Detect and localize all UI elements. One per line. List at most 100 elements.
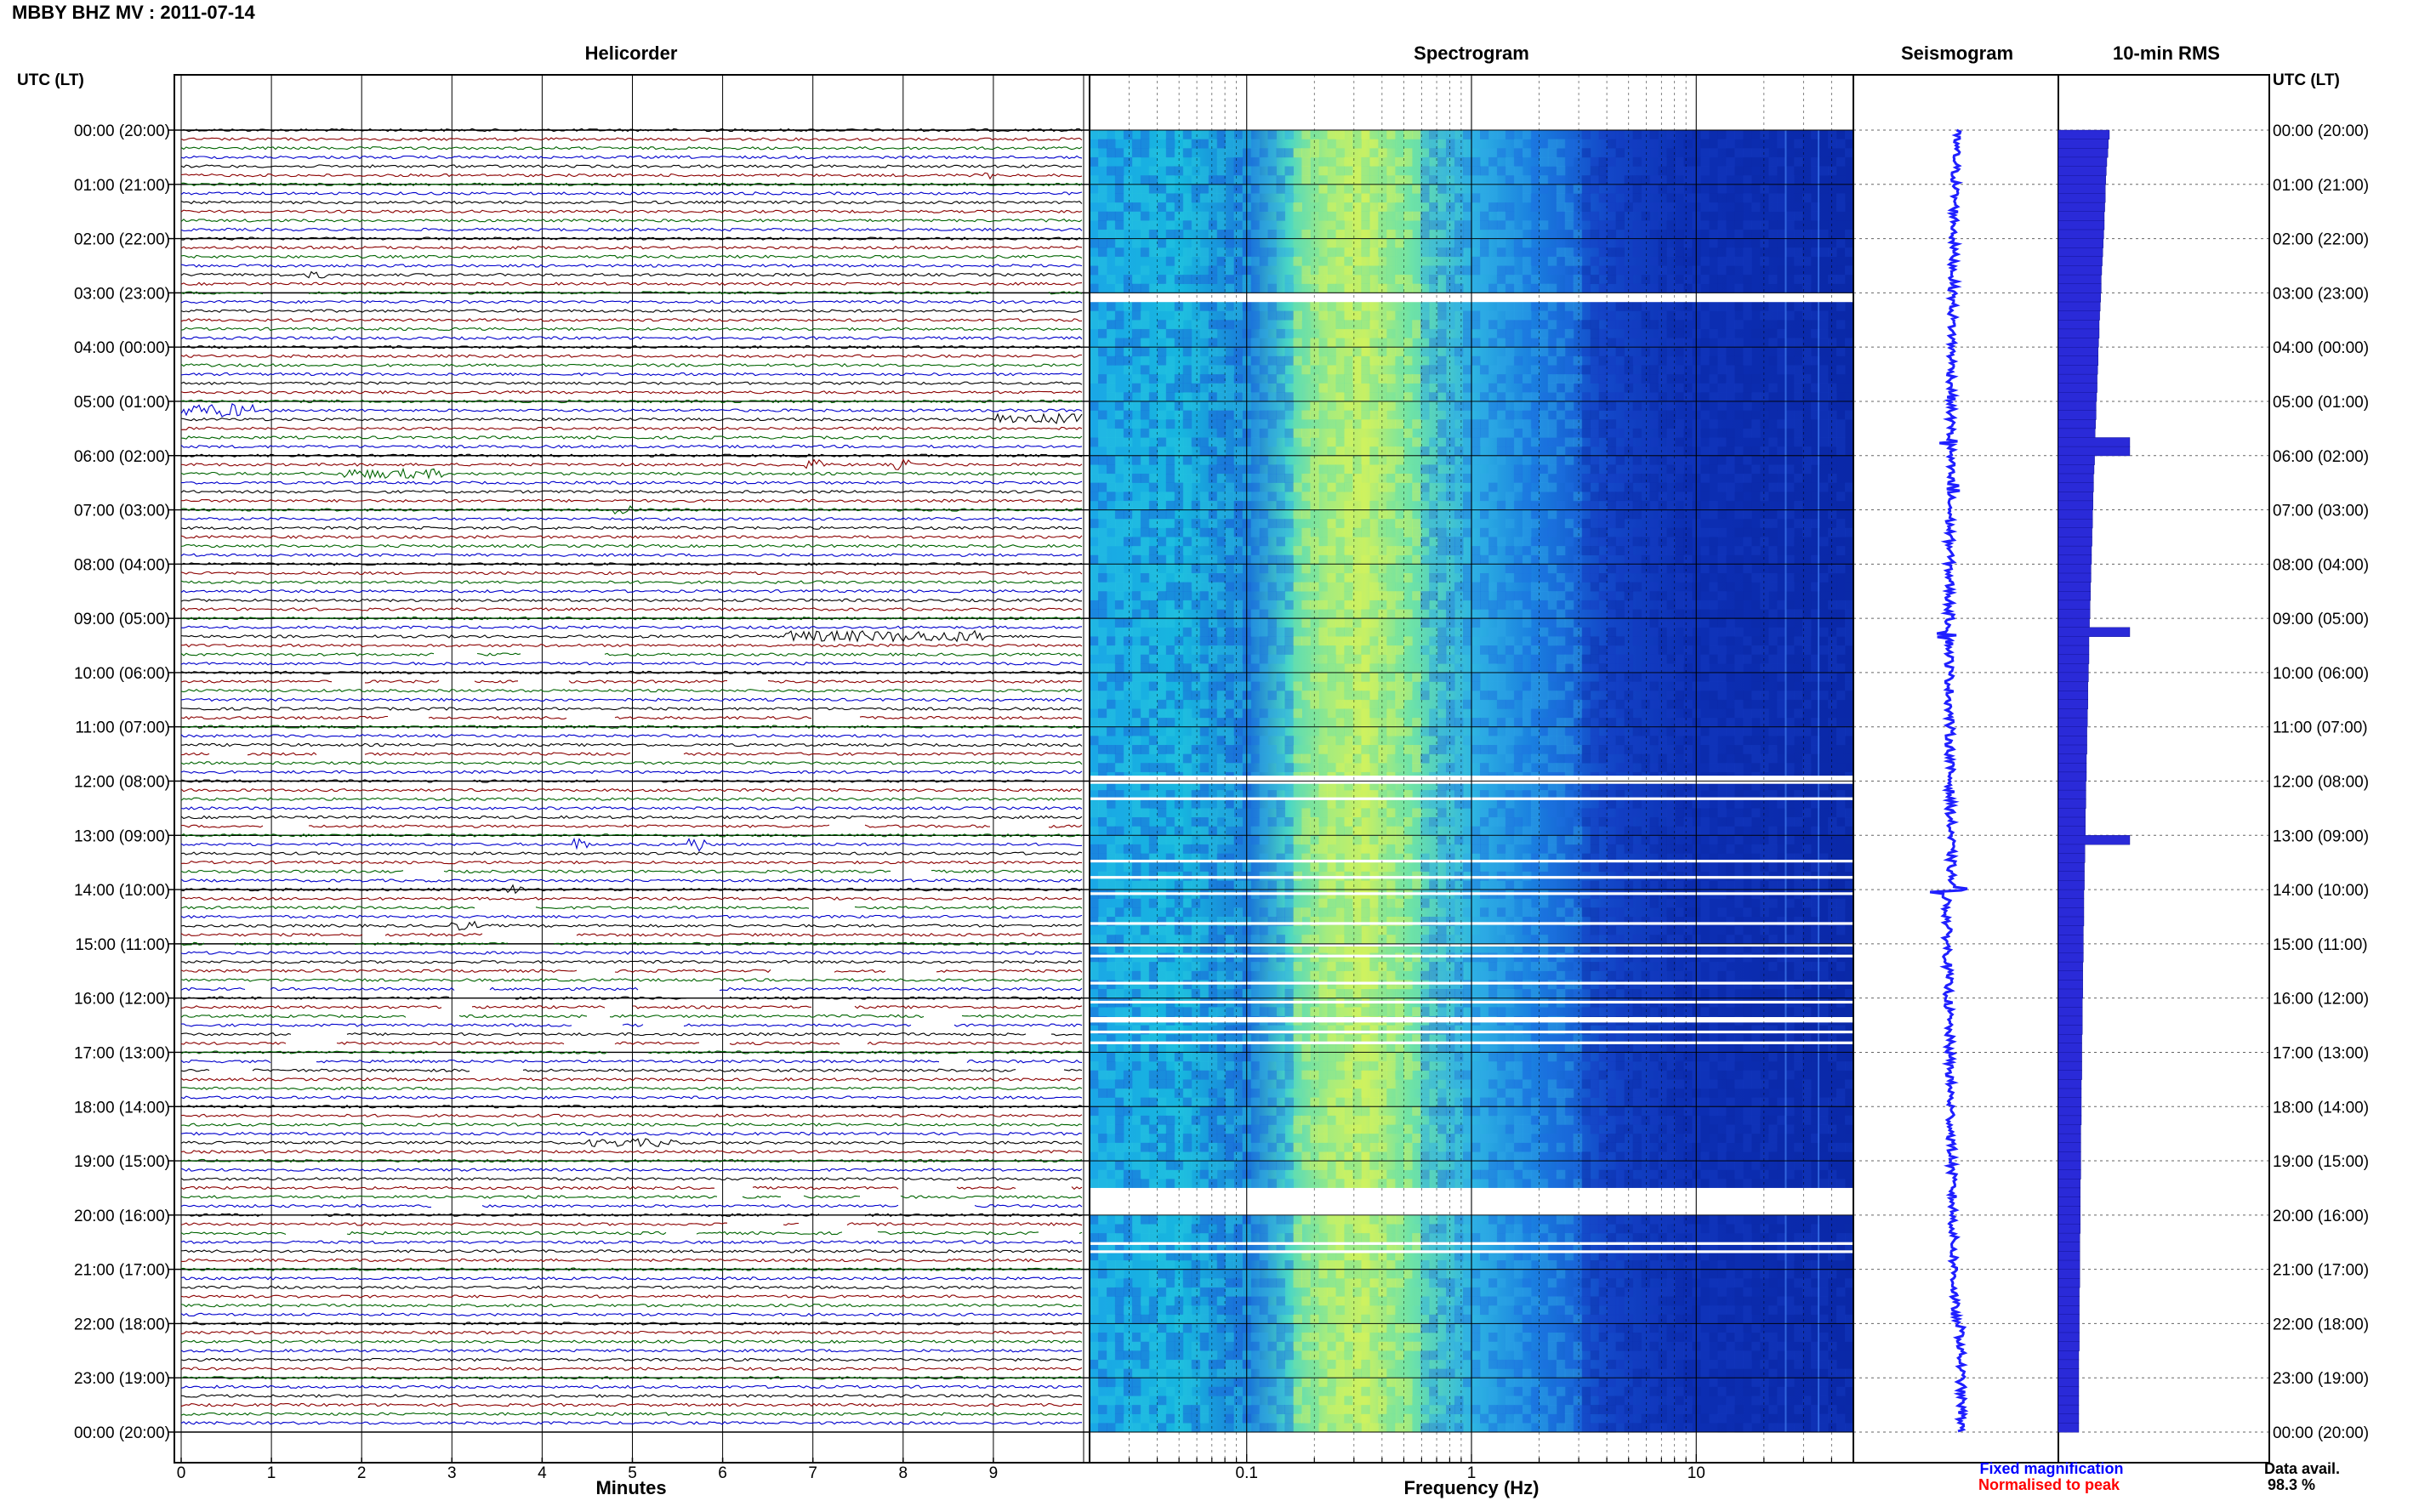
spectrogram-cell — [1199, 355, 1210, 366]
spectrogram-cell — [1658, 808, 1667, 818]
spectrogram-cell — [1446, 401, 1455, 411]
spectrogram-cell — [1267, 365, 1277, 375]
spectrogram-cell — [1539, 283, 1549, 293]
spectrogram-cell — [1352, 419, 1362, 429]
spectrogram-cell — [1395, 691, 1404, 701]
spectrogram-cell — [1386, 166, 1396, 176]
spectrogram-cell — [1709, 672, 1718, 682]
spectrogram-cell — [1301, 880, 1311, 890]
spectrogram-cell — [1335, 230, 1345, 239]
spectrogram-cell — [1335, 663, 1345, 674]
spectrogram-cell — [1471, 283, 1481, 293]
spectrogram-cell — [1760, 247, 1769, 258]
spectrogram-cell — [1666, 663, 1676, 674]
spectrogram-cell — [1378, 374, 1387, 384]
spectrogram-cell — [1726, 365, 1735, 375]
spectrogram-cell — [1496, 328, 1506, 338]
spectrogram-cell — [1250, 193, 1261, 203]
spectrogram-cell — [1090, 265, 1099, 276]
spectrogram-cell — [1649, 591, 1659, 601]
spectrogram-cell — [1386, 328, 1396, 338]
spectrogram-cell — [1513, 230, 1523, 239]
spectrogram-cell — [1615, 220, 1625, 230]
spectrogram-cell — [1114, 654, 1124, 664]
spectrogram-cell — [1157, 184, 1167, 194]
spectrogram-cell — [1836, 383, 1846, 393]
spectrogram-cell — [1165, 202, 1175, 212]
spectrogram-cell — [1107, 699, 1116, 709]
spectrogram-cell — [1369, 474, 1379, 483]
spectrogram-cell — [1361, 455, 1370, 465]
spectrogram-cell — [1598, 392, 1608, 402]
spectrogram-cell — [1777, 509, 1786, 520]
spectrogram-cell — [1157, 347, 1167, 357]
spectrogram-cell — [1641, 338, 1651, 348]
spectrogram-cell — [1581, 691, 1591, 701]
spectrogram-cell — [1199, 808, 1210, 818]
spectrogram-cell — [1446, 600, 1455, 610]
spectrogram-cell — [1480, 238, 1489, 248]
spectrogram-cell — [1267, 238, 1277, 248]
helicorder-trace — [180, 1095, 1083, 1100]
spectrogram-cell — [1412, 763, 1421, 773]
spectrogram-cell — [1225, 708, 1235, 719]
spectrogram-cell — [1564, 156, 1574, 167]
spectrogram-cell — [1624, 591, 1634, 601]
spectrogram-cell — [1327, 573, 1336, 583]
spectrogram-cell — [1429, 826, 1438, 836]
spectrogram-cell — [1607, 464, 1617, 475]
spectrogram-cell — [1148, 419, 1158, 429]
spectrogram-cell — [1284, 275, 1294, 284]
spectrogram-cell — [1276, 781, 1285, 791]
spectrogram-cell — [1539, 600, 1549, 610]
spectrogram-cell — [1768, 275, 1778, 284]
helicorder-trace — [180, 914, 1083, 919]
spectrogram-cell — [1836, 256, 1846, 266]
spectrogram-cell — [1174, 663, 1184, 674]
spectrogram-cell — [1717, 573, 1727, 583]
spectrogram-cell — [1581, 130, 1591, 139]
spectrogram-cell — [1828, 699, 1837, 709]
spectrogram-cell — [1463, 509, 1472, 520]
spectrogram-cell — [1658, 636, 1667, 646]
spectrogram-cell — [1225, 672, 1235, 682]
spectrogram-cell — [1760, 781, 1769, 791]
spectrogram-cell — [1794, 428, 1803, 438]
spectrogram-cell — [1233, 564, 1244, 574]
spectrogram-cell — [1760, 600, 1769, 610]
spectrogram-cell — [1556, 392, 1566, 402]
spectrogram-cell — [1233, 745, 1244, 754]
spectrogram-cell — [1463, 862, 1472, 873]
spectrogram-cell — [1624, 799, 1634, 809]
spectrogram-cell — [1777, 600, 1786, 610]
spectrogram-cell — [1717, 681, 1727, 691]
spectrogram-cell — [1717, 355, 1727, 366]
spectrogram-cell — [1344, 726, 1353, 736]
spectrogram-cell — [1293, 826, 1302, 836]
spectrogram-cell — [1378, 139, 1387, 149]
spectrogram-cell — [1581, 482, 1591, 492]
spectrogram-cell — [1335, 527, 1345, 537]
spectrogram-cell — [1148, 509, 1158, 520]
spectrogram-cell — [1284, 437, 1294, 447]
spectrogram-cell — [1386, 826, 1396, 836]
spectrogram-cell — [1564, 193, 1574, 203]
spectrogram-cell — [1454, 302, 1464, 311]
spectrogram-cell — [1301, 355, 1311, 366]
spectrogram-cell — [1743, 591, 1752, 601]
spectrogram-cell — [1794, 862, 1803, 873]
spectrogram-cell — [1794, 474, 1803, 483]
spectrogram-cell — [1123, 844, 1133, 854]
spectrogram-cell — [1107, 672, 1116, 682]
spectrogram-cell — [1811, 256, 1820, 266]
spectrogram-cell — [1098, 509, 1107, 520]
spectrogram-cell — [1216, 156, 1227, 167]
spectrogram-cell — [1768, 156, 1778, 167]
spectrogram-cell — [1471, 265, 1481, 276]
helicorder-trace — [180, 1185, 1083, 1191]
spectrogram-cell — [1760, 663, 1769, 674]
spectrogram-cell — [1293, 338, 1302, 348]
spectrogram-cell — [1700, 826, 1710, 836]
helicorder-trace — [180, 1303, 1083, 1308]
spectrogram-cell — [1157, 537, 1167, 547]
